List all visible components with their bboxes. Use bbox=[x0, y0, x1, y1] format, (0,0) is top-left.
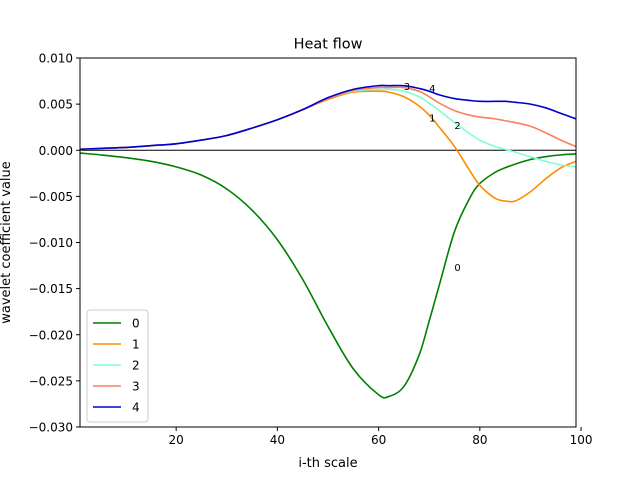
x-axis-label: i-th scale bbox=[298, 456, 357, 471]
series-annotation-2: 2 bbox=[454, 121, 460, 132]
y-axis: 0.010 0.005 0.000 −0.005 −0.010 −0.015 −0.020 −… bbox=[29, 52, 80, 435]
series-annotation-3: 3 bbox=[404, 82, 410, 93]
x-tick-label: 20 bbox=[169, 433, 184, 447]
y-tick-label: −0.020 bbox=[29, 328, 73, 342]
legend-label-4: 4 bbox=[132, 401, 140, 415]
plot-area: 3 4 1 2 0 bbox=[79, 57, 577, 428]
x-tick-label: 40 bbox=[270, 433, 285, 447]
chart-title: Heat flow bbox=[294, 37, 363, 53]
legend-box bbox=[86, 309, 149, 423]
y-tick-label: −0.030 bbox=[29, 421, 73, 435]
legend-label-2: 2 bbox=[132, 359, 140, 373]
y-tick-label: 0.010 bbox=[39, 52, 73, 66]
y-tick-label: −0.010 bbox=[29, 236, 73, 250]
x-tick-label: 100 bbox=[570, 433, 593, 447]
series-annotation-1: 1 bbox=[429, 113, 435, 124]
legend-label-1: 1 bbox=[132, 338, 140, 352]
y-tick-label: 0.005 bbox=[39, 98, 73, 112]
legend-label-3: 3 bbox=[132, 380, 140, 394]
y-tick-label: 0.000 bbox=[39, 144, 73, 158]
y-tick-label: −0.005 bbox=[29, 190, 73, 204]
y-axis-label: wavelet coefficient value bbox=[0, 161, 14, 324]
y-tick-label: −0.025 bbox=[29, 374, 73, 388]
series-annotation-0: 0 bbox=[454, 263, 460, 274]
series-line-4 bbox=[79, 84, 577, 151]
y-tick-label: −0.015 bbox=[29, 282, 73, 296]
x-tick-label: 80 bbox=[472, 433, 487, 447]
legend: 0 1 2 3 4 bbox=[86, 309, 149, 423]
legend-label-0: 0 bbox=[132, 317, 140, 331]
x-tick-label: 60 bbox=[371, 433, 386, 447]
x-axis: 20 40 60 80 100 bbox=[169, 427, 593, 447]
series-line-0 bbox=[79, 152, 577, 399]
series-annotation-4: 4 bbox=[429, 84, 435, 95]
